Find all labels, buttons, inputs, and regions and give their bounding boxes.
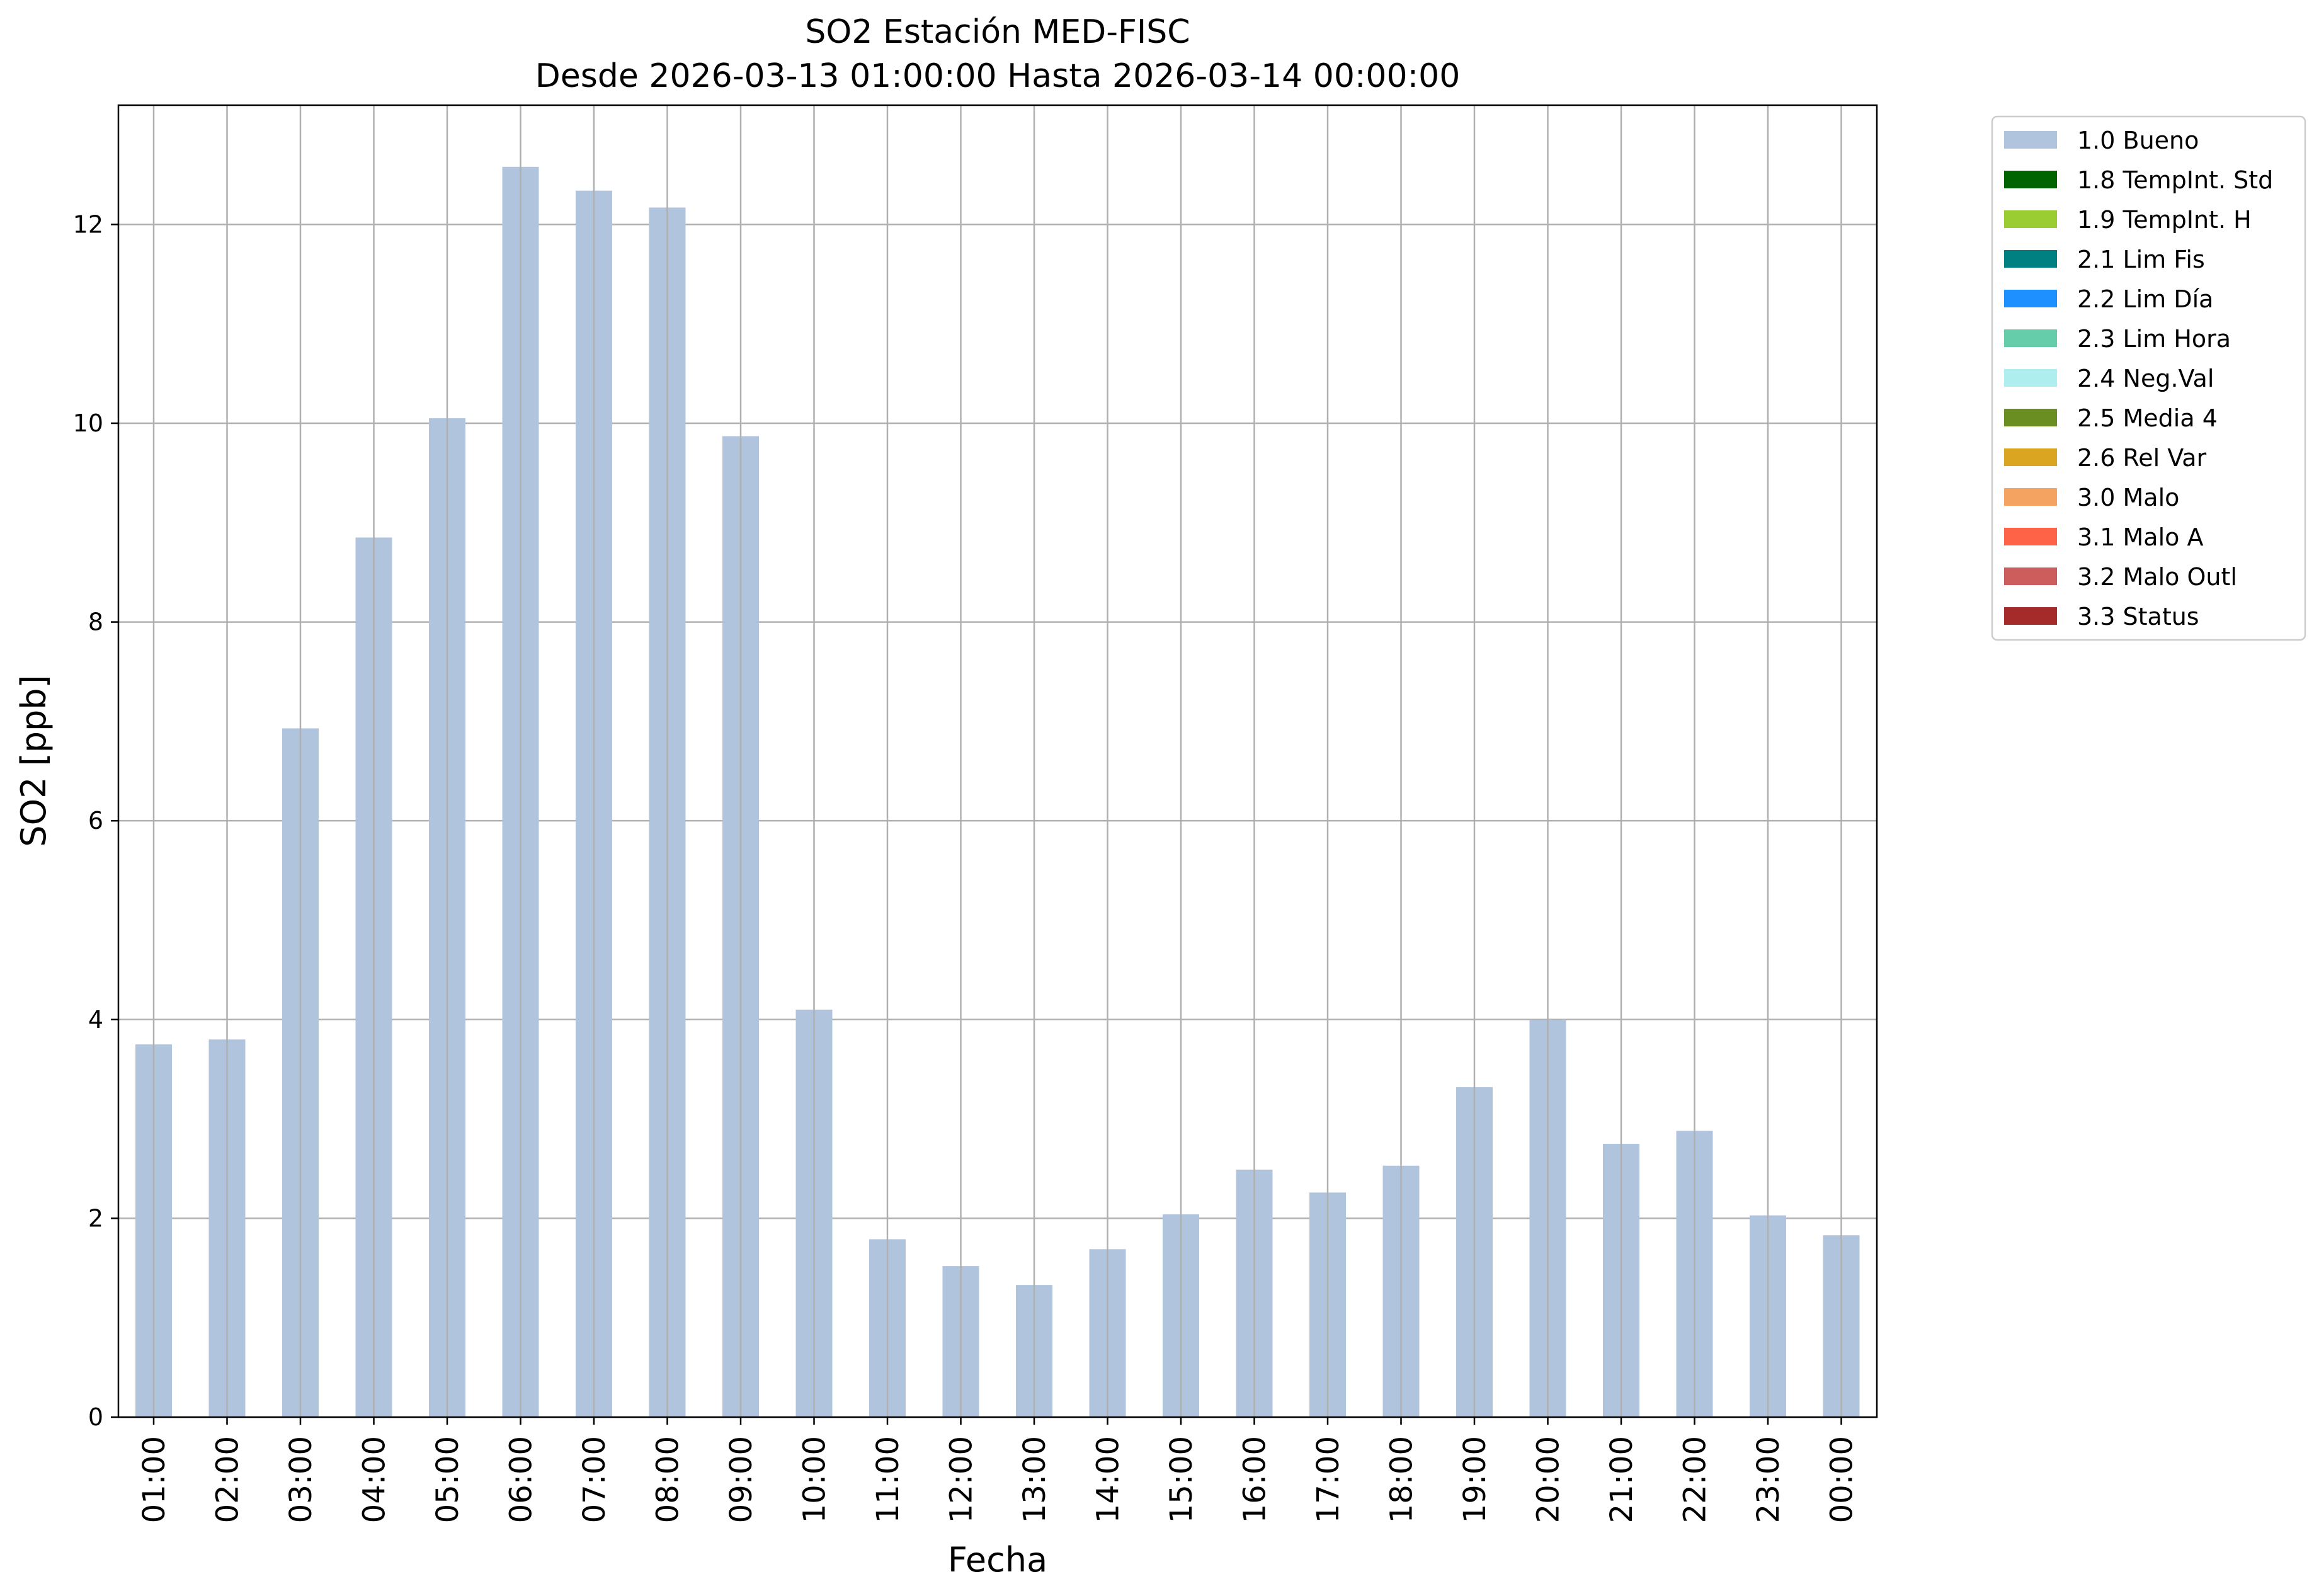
legend-swatch [2004, 210, 2057, 228]
x-tick-label: 04:00 [357, 1436, 392, 1523]
y-tick-label: 0 [88, 1403, 103, 1431]
legend-swatch [2004, 528, 2057, 545]
x-tick-label: 20:00 [1531, 1436, 1566, 1523]
legend-label: 3.1 Malo A [2077, 523, 2203, 551]
legend-swatch [2004, 290, 2057, 307]
legend-label: 3.0 Malo [2077, 484, 2179, 511]
x-axis-ticks: 01:00 02:00 03:00 04:00 05:00 06:00 07:00 08:00… [137, 1417, 1860, 1523]
grid-lines [118, 224, 1877, 1418]
x-tick-label: 09:00 [724, 1436, 759, 1523]
y-tick-label: 12 [73, 210, 103, 238]
vertical-grid-lines [152, 105, 1842, 1417]
y-tick-label: 2 [88, 1204, 103, 1232]
legend-label: 1.0 Bueno [2077, 127, 2199, 154]
y-tick-label: 6 [88, 807, 103, 835]
x-tick-label: 06:00 [504, 1436, 539, 1523]
x-tick-label: 17:00 [1311, 1436, 1346, 1523]
legend-label: 2.3 Lim Hora [2077, 325, 2231, 353]
legend-swatch [2004, 607, 2057, 625]
y-tick-label: 8 [88, 608, 103, 636]
plot-frame [117, 104, 1878, 1418]
x-axis-label: Fecha [948, 1540, 1047, 1580]
legend-swatch [2004, 409, 2057, 426]
legend-label: 2.4 Neg.Val [2077, 365, 2214, 392]
legend-box [1991, 115, 2306, 641]
x-tick-label: 03:00 [283, 1436, 319, 1523]
x-tick-label: 13:00 [1017, 1436, 1052, 1523]
y-axis-ticks: 0 2 4 6 8 10 12 [73, 210, 118, 1431]
legend-swatch [2004, 131, 2057, 149]
x-tick-label: 05:00 [430, 1436, 465, 1523]
y-tick-label: 10 [73, 409, 103, 437]
x-tick-label: 16:00 [1238, 1436, 1273, 1523]
x-tick-label: 21:00 [1604, 1436, 1639, 1523]
legend-label: 2.6 Rel Var [2077, 444, 2207, 472]
x-tick-label: 02:00 [210, 1436, 246, 1523]
chart-subtitle: Desde 2026-03-13 01:00:00 Hasta 2026-03-… [535, 57, 1461, 95]
x-tick-label: 12:00 [944, 1436, 979, 1523]
legend-label: 3.3 Status [2077, 603, 2199, 630]
legend-label: 2.5 Media 4 [2077, 404, 2218, 432]
legend-swatch [2004, 329, 2057, 347]
legend-label: 2.1 Lim Fis [2077, 246, 2205, 273]
x-tick-label: 18:00 [1384, 1436, 1420, 1523]
legend: 1.0 Bueno 1.8 TempInt. Std 1.9 TempInt. H 2… [1991, 115, 2306, 641]
y-tick-label: 4 [88, 1006, 103, 1034]
legend-label: 1.9 TempInt. H [2077, 206, 2252, 234]
legend-swatch [2004, 250, 2057, 268]
x-tick-label: 23:00 [1751, 1436, 1786, 1523]
x-tick-label: 15:00 [1164, 1436, 1199, 1523]
y-axis-label: SO2 [ppb] [14, 675, 54, 846]
legend-swatch [2004, 448, 2057, 466]
x-tick-label: 10:00 [797, 1436, 833, 1523]
x-tick-label: 11:00 [870, 1436, 906, 1523]
x-tick-label: 00:00 [1825, 1436, 1860, 1523]
x-tick-label: 19:00 [1457, 1436, 1493, 1523]
legend-swatch [2004, 488, 2057, 506]
legend-label: 2.2 Lim Día [2077, 285, 2213, 313]
legend-swatch [2004, 369, 2057, 387]
legend-swatch [2004, 567, 2057, 585]
legend-swatch [2004, 171, 2057, 188]
x-tick-label: 01:00 [137, 1436, 172, 1523]
x-tick-label: 07:00 [577, 1436, 612, 1523]
x-tick-label: 22:00 [1678, 1436, 1713, 1523]
chart-title: SO2 Estación MED-FISC [805, 13, 1190, 51]
legend-label: 1.8 TempInt. Std [2077, 166, 2273, 194]
x-tick-label: 14:00 [1091, 1436, 1126, 1523]
x-tick-label: 08:00 [651, 1436, 686, 1523]
legend-label: 3.2 Malo Outl [2077, 563, 2237, 591]
